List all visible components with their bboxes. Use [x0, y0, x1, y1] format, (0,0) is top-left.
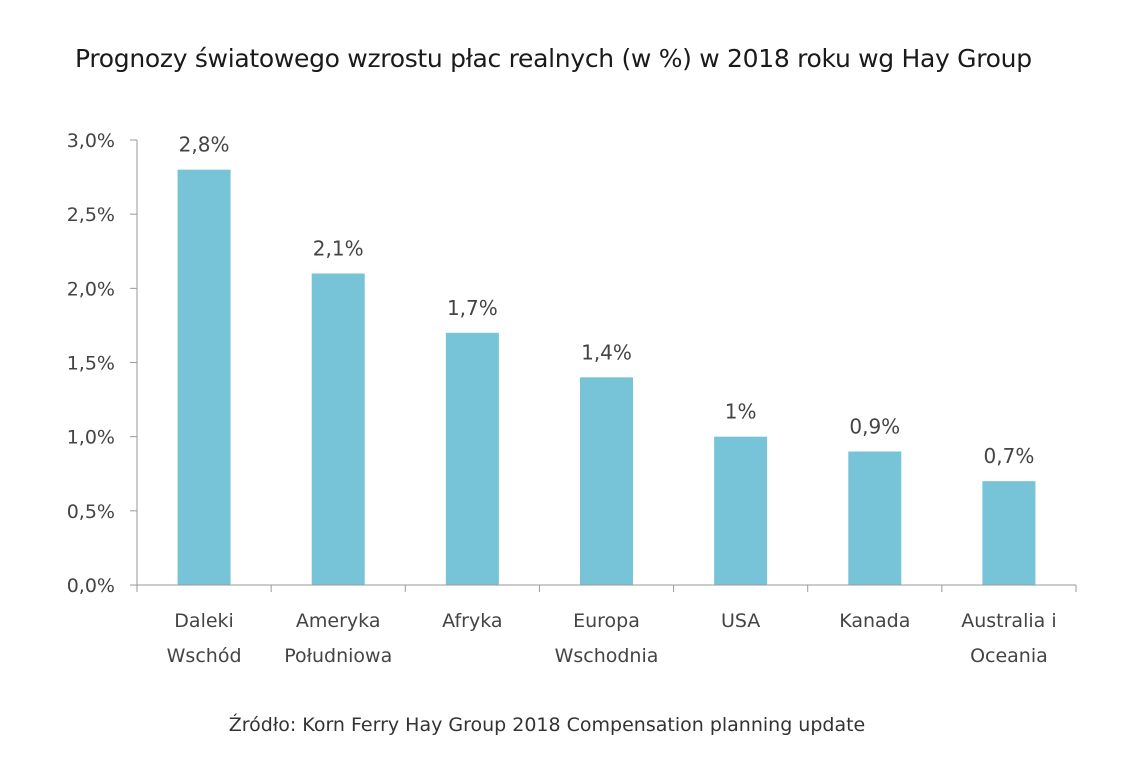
- bar: [982, 481, 1036, 585]
- bars-group: 2,8% 2,1% 1,7% 1,4% 1% 0,9% 0,7%: [177, 133, 1036, 585]
- y-tick-label: 1,0%: [67, 427, 115, 449]
- category-label: Ameryka: [296, 610, 381, 632]
- category-label: Wschodnia: [555, 645, 659, 667]
- category-label: Afryka: [442, 610, 502, 632]
- category-label: Południowa: [284, 645, 392, 667]
- bar: [177, 169, 231, 585]
- category-label: Europa: [573, 610, 640, 632]
- x-axis: Daleki Wschód Ameryka Południowa Afryka Europ…: [136, 584, 1077, 667]
- data-label: 1,4%: [581, 340, 632, 364]
- bar: [445, 332, 499, 585]
- bar: [580, 377, 633, 585]
- y-tick-label: 1,5%: [67, 353, 115, 375]
- bar: [311, 273, 365, 585]
- y-tick-label: 0,5%: [67, 501, 115, 523]
- y-tick-label: 2,0%: [67, 278, 115, 300]
- y-tick-label: 3,0%: [67, 130, 115, 152]
- data-label: 2,8%: [179, 133, 230, 157]
- category-label: Australia i: [961, 610, 1056, 632]
- y-tick-label: 0,0%: [67, 575, 115, 597]
- y-tick-label: 2,5%: [67, 204, 115, 226]
- category-label: Kanada: [839, 610, 910, 632]
- category-label: Daleki: [174, 610, 234, 632]
- data-label: 0,7%: [984, 444, 1035, 468]
- bar: [848, 451, 902, 585]
- data-label: 2,1%: [313, 237, 364, 261]
- y-axis: 0,0% 0,5% 1,0% 1,5% 2,0% 2,5% 3,0%: [67, 130, 138, 597]
- category-label: Oceania: [970, 645, 1048, 667]
- category-label: Wschód: [167, 645, 242, 667]
- category-label: USA: [721, 610, 760, 632]
- source-note: Źródło: Korn Ferry Hay Group 2018 Compen…: [228, 714, 866, 736]
- data-label: 1%: [725, 400, 757, 424]
- data-label: 1,7%: [447, 296, 498, 320]
- data-label: 0,9%: [849, 415, 900, 439]
- bar: [714, 436, 768, 585]
- chart-title: Prognozy światowego wzrostu płac realnyc…: [75, 44, 1032, 73]
